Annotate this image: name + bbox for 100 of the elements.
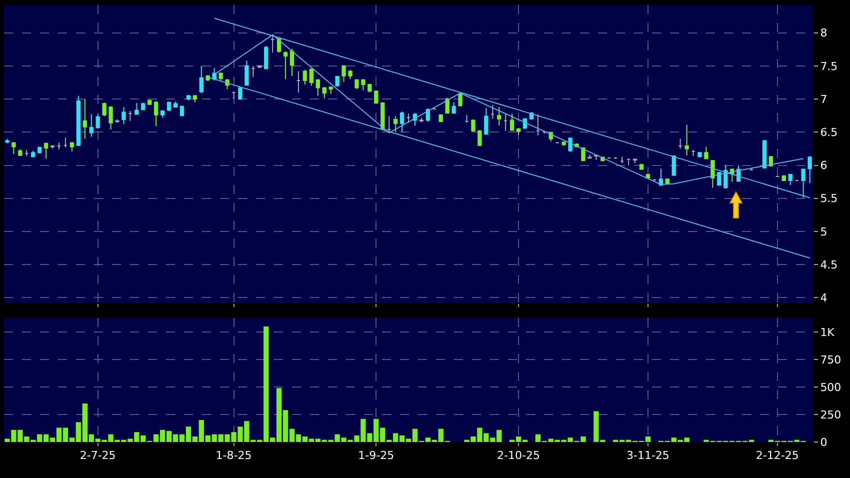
- candlestick: [438, 114, 443, 123]
- candlestick: [24, 150, 29, 156]
- candlestick: [581, 146, 586, 162]
- candlestick: [232, 91, 236, 100]
- y-tick-label: 8: [820, 26, 828, 40]
- candlestick: [801, 168, 806, 198]
- y-tick-label: 1K: [820, 326, 836, 339]
- candlestick: [96, 114, 100, 130]
- candlestick: [348, 69, 352, 80]
- candlestick: [342, 64, 346, 82]
- candlestick: [283, 50, 288, 80]
- candlestick: [419, 117, 424, 123]
- candlestick: [134, 102, 139, 116]
- candlestick: [361, 78, 366, 91]
- candlestick: [368, 83, 372, 93]
- y-tick-label: 0: [820, 436, 828, 449]
- candlestick: [432, 108, 436, 110]
- candlestick: [354, 78, 359, 90]
- candlestick: [607, 156, 612, 160]
- candlestick: [38, 146, 42, 154]
- candlestick: [160, 110, 165, 118]
- candlestick: [452, 102, 456, 114]
- candlestick: [5, 138, 10, 144]
- candlestick: [296, 70, 301, 93]
- candlestick: [218, 72, 223, 81]
- candlestick: [516, 128, 521, 136]
- candlestick: [82, 98, 87, 140]
- candlestick: [270, 34, 275, 54]
- candlestick: [710, 159, 715, 188]
- candlestick: [775, 175, 780, 178]
- x-tick-label: 2-7-25: [80, 449, 116, 462]
- candlestick: [238, 86, 242, 100]
- y-tick-label: 6: [820, 159, 828, 172]
- x-tick-label: 1-9-25: [358, 449, 394, 462]
- candlestick: [490, 104, 495, 120]
- y-tick-label: 4.5: [820, 258, 838, 272]
- candlestick: [588, 154, 592, 160]
- candlestick: [166, 101, 172, 112]
- candlestick: [115, 119, 120, 124]
- candlestick: [141, 102, 146, 111]
- candlestick: [782, 174, 786, 182]
- candlestick: [180, 105, 184, 117]
- candlestick: [56, 142, 62, 150]
- y-tick-label: 750: [820, 353, 842, 366]
- candlestick: [18, 148, 22, 156]
- candlestick: [186, 94, 191, 101]
- candlestick: [406, 113, 411, 124]
- candlestick: [154, 100, 158, 127]
- candlestick: [510, 113, 514, 132]
- candlestick: [199, 65, 204, 94]
- candlestick: [251, 65, 256, 78]
- candlestick: [374, 90, 378, 104]
- candlestick: [173, 101, 178, 108]
- x-tick-label: 2-10-25: [497, 449, 540, 462]
- candlestick: [568, 136, 572, 153]
- candlestick: [44, 142, 48, 160]
- candlestick: [464, 114, 469, 123]
- candlestick: [258, 64, 262, 68]
- candlestick: [484, 108, 488, 136]
- y-tick-label: 7: [820, 92, 828, 106]
- candlestick: [536, 114, 540, 136]
- candlestick: [788, 173, 792, 186]
- candlestick: [614, 156, 618, 160]
- candlestick: [478, 130, 482, 147]
- candlestick: [393, 116, 398, 133]
- candlestick: [76, 95, 81, 147]
- y-tick-label: 4: [820, 292, 828, 305]
- y-tick-label: 5.5: [820, 192, 838, 206]
- candlestick: [70, 142, 74, 152]
- candlestick: [108, 106, 113, 130]
- candlestick: [749, 168, 754, 172]
- candlestick: [122, 106, 126, 125]
- candlestick: [762, 140, 767, 170]
- candlestick: [471, 119, 476, 132]
- candlestick: [264, 46, 268, 70]
- candlestick: [31, 150, 36, 158]
- candlestick: [89, 114, 94, 138]
- candlestick: [335, 75, 340, 87]
- candlestick: [12, 142, 16, 154]
- candlestick: [302, 69, 308, 85]
- candlestick: [458, 92, 462, 107]
- candlestick: [328, 86, 333, 94]
- candlestick: [684, 124, 689, 156]
- candlestick: [794, 179, 799, 182]
- candlestick: [658, 168, 663, 186]
- candlestick: [244, 60, 249, 86]
- y-tick-label: 500: [820, 380, 842, 394]
- y-tick-label: 250: [820, 408, 842, 422]
- x-tick-label: 3-11-25: [626, 449, 670, 462]
- candlestick: [691, 150, 696, 156]
- candlestick: [400, 111, 404, 133]
- x-tick-label: 2-12-25: [756, 449, 799, 462]
- candlestick: [128, 110, 132, 122]
- candlestick: [148, 99, 152, 106]
- candlestick: [102, 102, 106, 117]
- y-tick-label: 6.5: [820, 126, 838, 139]
- candlestick: [63, 136, 68, 148]
- candlestick: [542, 130, 546, 134]
- candlestick: [632, 158, 638, 164]
- candlestick: [678, 138, 682, 150]
